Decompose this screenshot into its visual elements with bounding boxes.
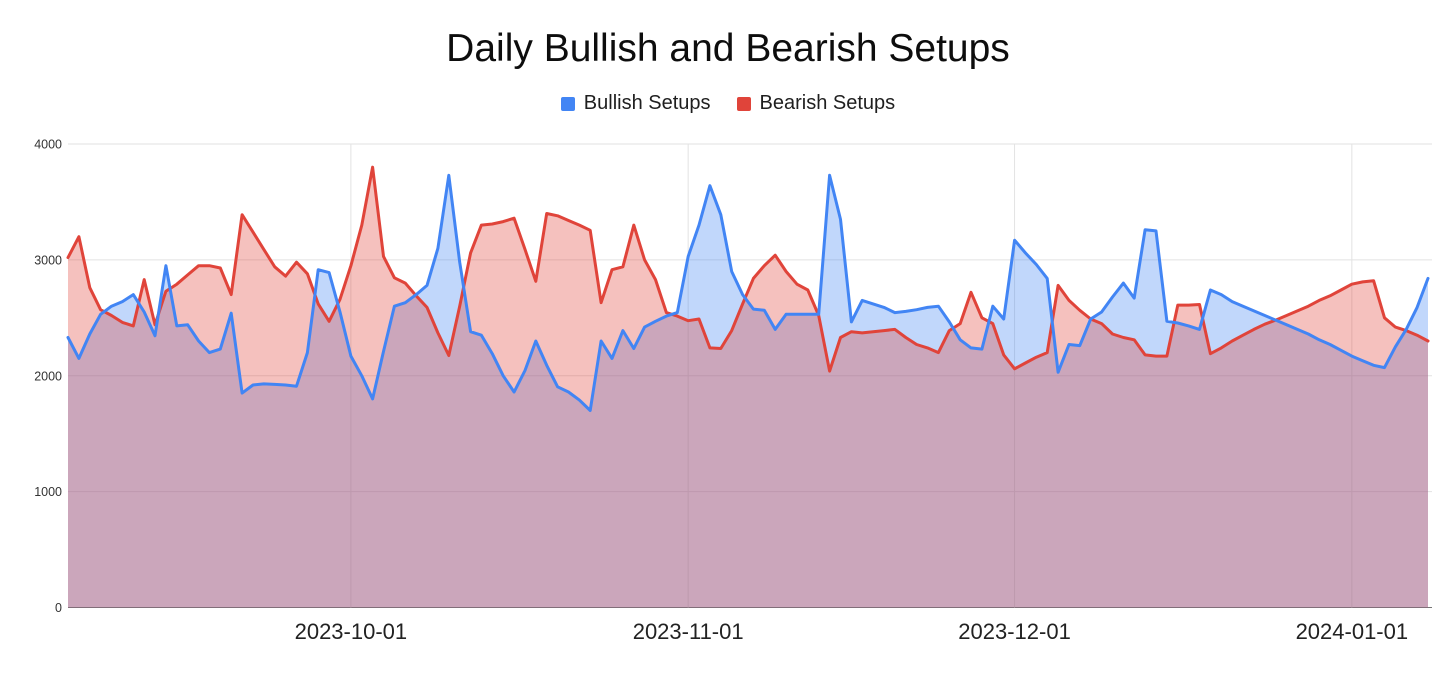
legend-label-bearish: Bearish Setups xyxy=(759,92,896,114)
x-axis-tick-label: 2024-01-01 xyxy=(1296,619,1409,644)
bullish-legend-swatch-icon xyxy=(560,96,575,111)
chart-title: Daily Bullish and Bearish Setups xyxy=(446,27,1010,70)
bearish-area xyxy=(68,167,1428,608)
y-axis-tick-label: 2000 xyxy=(34,369,62,383)
bearish-line xyxy=(66,165,1430,373)
x-axis-tick-label: 2023-10-01 xyxy=(295,619,408,644)
legend-item-bullish: Bullish Setups xyxy=(560,92,711,115)
y-axis-tick-label: 1000 xyxy=(34,485,62,499)
bullish-area xyxy=(68,175,1428,608)
legend: Bullish Setups Bearish Setups xyxy=(0,92,1456,115)
legend-label-bullish: Bullish Setups xyxy=(583,92,711,114)
legend-item-bearish: Bearish Setups xyxy=(736,92,896,115)
y-axis-tick-label: 0 xyxy=(55,601,62,615)
bearish-legend-swatch-icon xyxy=(736,96,751,111)
bullish-line xyxy=(66,173,1430,412)
y-axis-tick-label: 4000 xyxy=(34,138,62,152)
x-axis-tick-label: 2023-11-01 xyxy=(633,619,744,644)
x-axis-tick-label: 2023-12-01 xyxy=(958,619,1071,644)
y-axis-tick-label: 3000 xyxy=(34,253,62,267)
